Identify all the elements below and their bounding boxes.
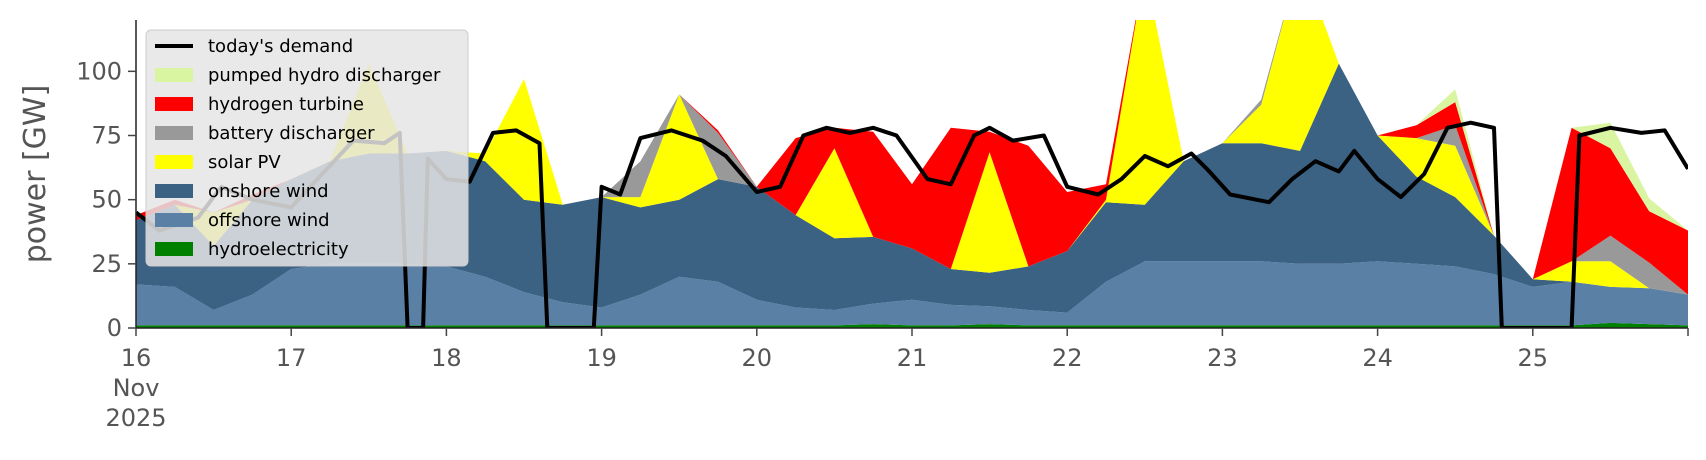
x-tick-label: 21 bbox=[897, 344, 928, 372]
legend-label: solar PV bbox=[208, 152, 281, 173]
demand-line bbox=[136, 120, 1688, 328]
legend-label: offshore wind bbox=[208, 210, 330, 231]
x-tick-label: 25 bbox=[1518, 344, 1549, 372]
legend-label: onshore wind bbox=[208, 181, 329, 202]
legend-label: hydroelectricity bbox=[208, 239, 349, 260]
legend: today's demand pumped hydro discharger hyd… bbox=[145, 29, 469, 267]
y-tick-label: 50 bbox=[91, 186, 122, 214]
area-hydroelectricity bbox=[136, 322, 1688, 328]
x-tick-label: 23 bbox=[1207, 344, 1238, 372]
legend-box bbox=[145, 29, 469, 267]
area-solar-pv bbox=[136, 20, 1688, 295]
legend-label: battery discharger bbox=[208, 123, 375, 144]
legend-swatch bbox=[155, 155, 193, 169]
area-offshore-wind bbox=[136, 261, 1688, 326]
legend-label: today's demand bbox=[208, 36, 353, 57]
y-axis-label: power [GW] bbox=[18, 85, 53, 264]
y-tick-label: 100 bbox=[76, 57, 122, 85]
x-tick-label: 22 bbox=[1052, 344, 1083, 372]
x-tick-label: 24 bbox=[1362, 344, 1393, 372]
x-tick-sublabel: 2025 bbox=[105, 404, 166, 432]
legend-swatch bbox=[155, 213, 193, 227]
legend-swatch bbox=[155, 242, 193, 256]
x-tick-label: 16 bbox=[121, 344, 152, 372]
legend-swatch bbox=[155, 126, 193, 140]
area-onshore-wind bbox=[136, 63, 1688, 313]
stacked-areas bbox=[136, 20, 1688, 328]
area-hydrogen-turbine bbox=[136, 20, 1688, 295]
demand-line-group bbox=[136, 120, 1688, 328]
x-tick-label: 19 bbox=[586, 344, 617, 372]
x-tick-label: 18 bbox=[431, 344, 462, 372]
x-tick-label: 17 bbox=[276, 344, 307, 372]
legend-label: hydrogen turbine bbox=[208, 94, 364, 115]
legend-label: pumped hydro discharger bbox=[208, 65, 441, 86]
y-tick-label: 25 bbox=[91, 250, 122, 278]
x-tick-label: 20 bbox=[742, 344, 773, 372]
y-tick-label: 75 bbox=[91, 122, 122, 150]
legend-swatch bbox=[155, 97, 193, 111]
x-tick-sublabel: Nov bbox=[113, 374, 160, 402]
legend-swatch bbox=[155, 68, 193, 82]
y-tick-label: 0 bbox=[107, 314, 122, 342]
legend-swatch bbox=[155, 184, 193, 198]
